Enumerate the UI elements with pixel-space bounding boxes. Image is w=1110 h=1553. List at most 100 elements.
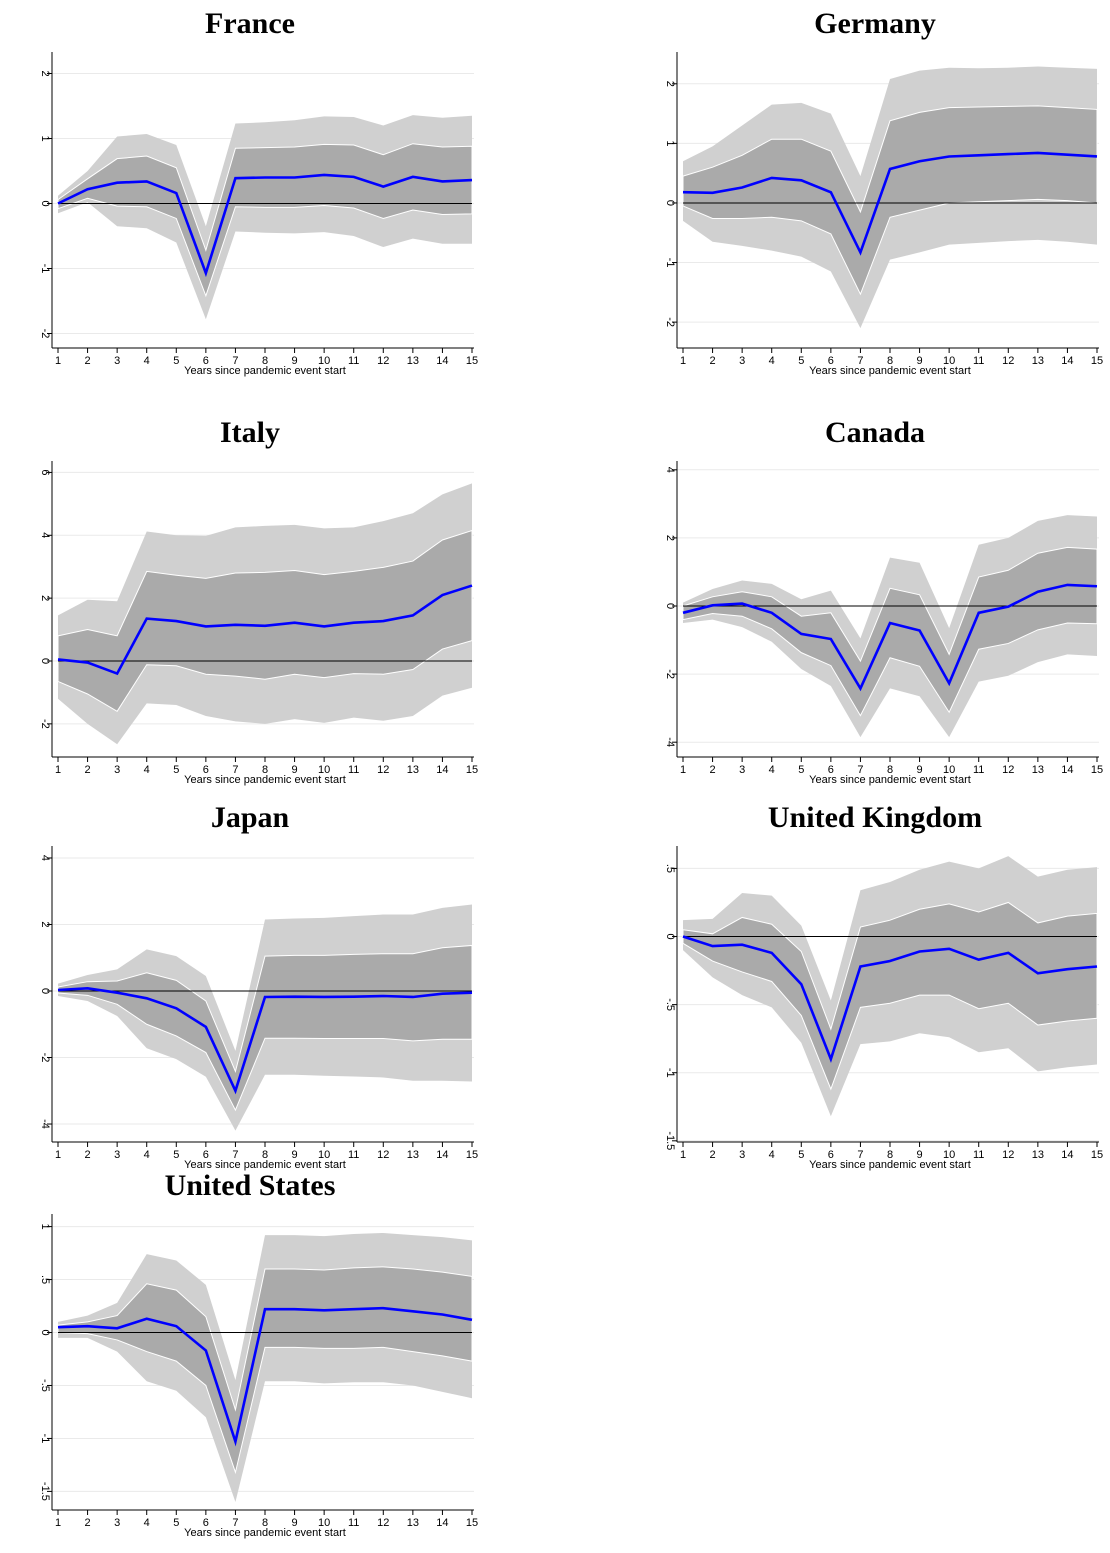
- x-tick-label: 11: [973, 355, 984, 367]
- y-tick-label: -1: [39, 264, 51, 274]
- x-tick-label: 15: [1091, 764, 1103, 776]
- y-tick-label: -2: [664, 669, 676, 679]
- inner-confidence-band: [57, 1266, 473, 1475]
- y-tick-label: -4: [664, 737, 676, 747]
- x-tick-label: 2: [710, 355, 716, 367]
- chart-title: France: [205, 7, 295, 40]
- x-tick-label: 13: [1032, 1149, 1044, 1161]
- x-tick-label: 15: [1091, 1149, 1103, 1161]
- x-tick-label: 6: [203, 1149, 209, 1161]
- chart-title: Japan: [210, 801, 290, 834]
- x-tick-label: 9: [292, 1517, 298, 1529]
- inner-confidence-band: [682, 546, 1098, 717]
- y-tick-label: 0: [39, 1329, 51, 1335]
- x-tick-label: 13: [1032, 355, 1044, 367]
- y-tick-label: 2: [664, 535, 676, 541]
- x-tick-label: 13: [407, 355, 419, 367]
- y-tick-label: 1: [664, 140, 676, 146]
- x-tick-label: 5: [173, 1149, 179, 1161]
- estimate-line: [57, 584, 473, 676]
- inner-confidence-band: [682, 901, 1098, 1091]
- x-tick-label: 8: [262, 764, 268, 776]
- y-tick-label: 0: [664, 603, 676, 609]
- x-tick-label: 10: [318, 1517, 330, 1529]
- y-tick-label: 0: [39, 658, 51, 664]
- x-tick-label: 2: [85, 1149, 91, 1161]
- y-tick-label: -2: [664, 317, 676, 327]
- x-tick-label: 2: [85, 1517, 91, 1529]
- x-tick-label: 4: [144, 1517, 150, 1529]
- x-tick-label: 2: [710, 764, 716, 776]
- x-tick-label: 11: [348, 764, 359, 776]
- x-tick-label: 8: [262, 1149, 268, 1161]
- x-tick-label: 5: [173, 764, 179, 776]
- y-tick-label: 4: [39, 855, 51, 861]
- x-tick-label: 7: [232, 1149, 238, 1161]
- x-tick-label: 3: [739, 1149, 745, 1161]
- chart-panel-france: France -2 -1 0 1 2 1 2 3 4 5 6 7 8 9 10 11 12 13 14 15 Years…: [20, 6, 480, 386]
- y-tick-label: 6: [39, 469, 51, 475]
- x-tick-label: 10: [943, 1149, 955, 1161]
- estimate-line: [57, 987, 473, 1095]
- x-tick-label: 9: [917, 764, 923, 776]
- x-tick-label: 12: [377, 764, 389, 776]
- x-tick-label: 6: [203, 1517, 209, 1529]
- x-tick-label: 7: [857, 355, 863, 367]
- chart-panel-japan: Japan -4 -2 0 2 4 1 2 3 4 5 6 7 8 9 10 11 12 13 14 15 Years …: [20, 800, 480, 1180]
- x-tick-label: 3: [739, 764, 745, 776]
- x-axis-title: Years since pandemic event start: [809, 774, 971, 786]
- x-tick-label: 4: [769, 355, 775, 367]
- y-tick-label: -2: [39, 329, 51, 339]
- x-tick-label: 6: [828, 355, 834, 367]
- x-tick-label: 14: [436, 355, 448, 367]
- y-tick-label: 0: [39, 200, 51, 206]
- x-tick-label: 10: [318, 355, 330, 367]
- x-tick-label: 13: [407, 1517, 419, 1529]
- x-tick-label: 7: [232, 1517, 238, 1529]
- y-tick-label: -1.5: [664, 1131, 676, 1150]
- x-tick-label: 9: [917, 1149, 923, 1161]
- x-tick-label: 9: [292, 764, 298, 776]
- x-tick-label: 14: [1061, 355, 1073, 367]
- chart-panel-united-states: United States -1.5 -1 -.5 0.5 1 1 2 3 4 5 6 7 8 9 10 11…: [20, 1168, 480, 1548]
- estimate-line: [682, 935, 1098, 1063]
- y-tick-label: 0: [39, 988, 51, 994]
- x-axis-title: Years since pandemic event start: [184, 365, 346, 377]
- y-tick-label: 2: [664, 81, 676, 87]
- x-tick-label: 11: [348, 1149, 359, 1161]
- x-tick-label: 6: [828, 764, 834, 776]
- x-tick-label: 10: [318, 1149, 330, 1161]
- estimate-line: [682, 583, 1098, 692]
- y-tick-label: .5: [664, 864, 676, 873]
- x-tick-label: 7: [232, 355, 238, 367]
- x-tick-label: 14: [436, 1517, 448, 1529]
- x-tick-label: 4: [769, 1149, 775, 1161]
- chart-panel-united-kingdom: United Kingdom -1.5 -1 -.5 0.5 1 2 3 4 5 6 7 8 9 10 11…: [645, 800, 1105, 1180]
- x-tick-label: 2: [710, 1149, 716, 1161]
- x-tick-label: 9: [292, 355, 298, 367]
- x-tick-label: 12: [1002, 355, 1014, 367]
- y-tick-label: 0: [664, 200, 676, 206]
- x-tick-label: 10: [943, 764, 955, 776]
- x-tick-label: 7: [857, 1149, 863, 1161]
- line-chart-united-states: -1.5-1-.50.511 2 3 4 5 6 7 8 9 10 11 12 13 14 15Years …: [39, 1214, 478, 1539]
- x-tick-label: 8: [262, 1517, 268, 1529]
- y-tick-label: .5: [39, 1275, 51, 1284]
- x-tick-label: 5: [173, 1517, 179, 1529]
- x-tick-label: 7: [857, 764, 863, 776]
- x-tick-label: 11: [973, 1149, 984, 1161]
- x-tick-label: 13: [407, 1149, 419, 1161]
- x-tick-label: 3: [114, 1517, 120, 1529]
- x-tick-label: 1: [55, 355, 61, 367]
- y-tick-label: 1: [39, 135, 51, 141]
- chart-title: Italy: [220, 416, 280, 449]
- x-tick-label: 4: [144, 1149, 150, 1161]
- y-tick-label: 0: [664, 933, 676, 939]
- x-tick-label: 5: [798, 1149, 804, 1161]
- chart-title: United Kingdom: [767, 801, 983, 834]
- inner-confidence-band: [57, 529, 473, 712]
- x-tick-label: 15: [466, 1149, 478, 1161]
- chart-title: United States: [164, 1169, 336, 1202]
